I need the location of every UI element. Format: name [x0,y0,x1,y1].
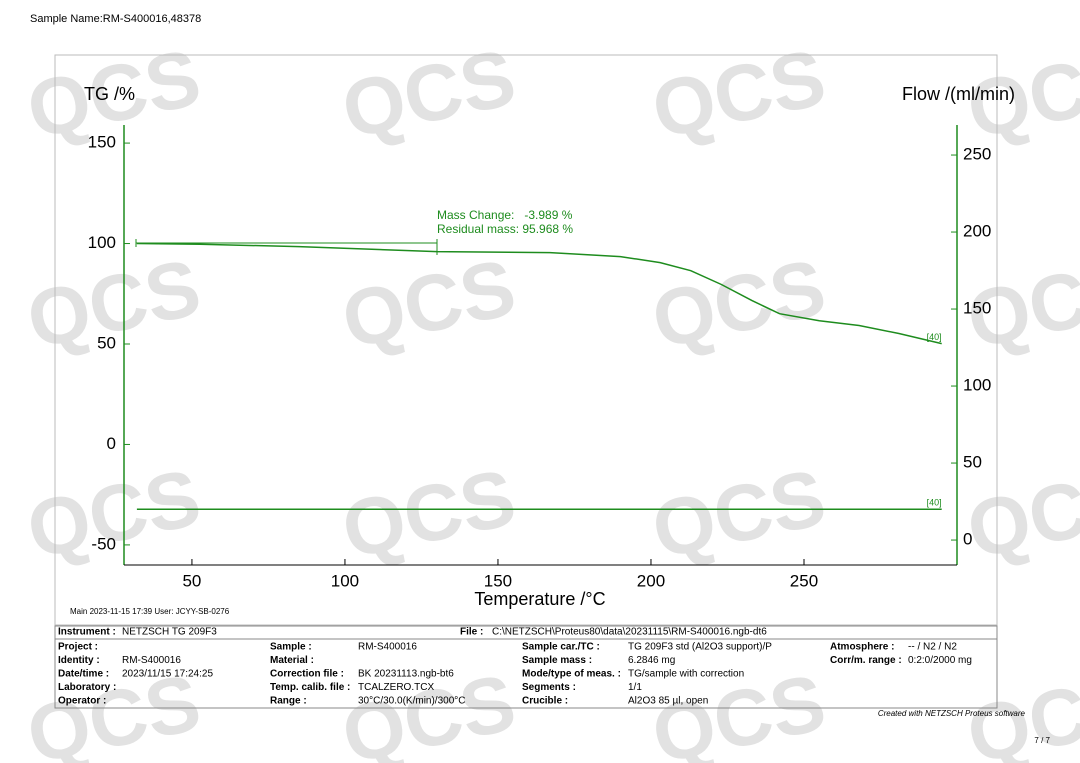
info-value: TCALZERO.TCX [358,682,434,693]
x-tick-label: 250 [790,571,818,590]
segment-label: [40] [927,332,942,342]
y-tick-label: 100 [88,233,116,252]
info-value: Al2O3 85 µl, open [628,696,708,707]
info-label: Atmosphere : [830,642,894,653]
info-value: 6.2846 mg [628,655,675,666]
footer-created: Created with NETZSCH Proteus software [878,709,1026,718]
chart-frame [54,54,998,626]
data-line [136,242,942,345]
y2-tick-label: 0 [963,530,972,549]
info-label: Instrument : [58,627,116,638]
info-label: Material : [270,655,314,666]
y2-axis-label: Flow /(ml/min) [902,84,1015,104]
info-value: RM-S400016 [122,655,181,666]
info-label: Date/time : [58,669,109,680]
watermark: QCS [335,32,523,155]
y2-tick-label: 250 [963,145,991,164]
info-label: Sample car./TC : [522,642,600,653]
y-tick-label: 50 [97,333,116,352]
watermark: QCS [645,32,833,155]
watermark: QCS [335,452,523,575]
info-value: -- / N2 / N2 [908,642,957,653]
info-label: Sample : [270,642,312,653]
x-tick-label: 200 [637,571,665,590]
info-label: Crucible : [522,696,568,707]
info-label: Laboratory : [58,682,116,693]
info-value: TG 209F3 std (Al2O3 support)/P [628,642,772,653]
info-value: 2023/11/15 17:24:25 [122,669,213,680]
x-tick-label: 50 [182,571,201,590]
info-value: RM-S400016 [358,642,417,653]
info-label: Segments : [522,682,576,693]
info-value: TG/sample with correction [628,669,744,680]
footer-main: Main 2023-11-15 17:39 User: JCYY-SB-0276 [70,607,230,616]
info-label: Correction file : [270,669,344,680]
y2-tick-label: 100 [963,376,991,395]
sample-name: Sample Name:RM-S400016,48378 [30,13,201,25]
annotation: Mass Change: -3.989 % [437,208,573,222]
x-tick-label: 150 [484,571,512,590]
info-value: C:\NETZSCH\Proteus80\data\20231115\RM-S4… [492,627,767,638]
annotation: Residual mass: 95.968 % [437,222,573,236]
info-value: 0:2:0/2000 mg [908,655,972,666]
segment-label: [40] [927,498,942,508]
info-label: Range : [270,696,307,707]
info-value: BK 20231113.ngb-bt6 [358,669,454,680]
watermark: QCS [645,452,833,575]
y-tick-label: 150 [88,133,116,152]
x-tick-label: 100 [331,571,359,590]
y2-tick-label: 150 [963,299,991,318]
info-label: Sample mass : [522,655,592,666]
info-label: Identity : [58,655,100,666]
watermark: QCS [20,452,208,575]
info-label: Operator : [58,696,106,707]
watermark: QCS [335,242,523,365]
info-label: Project : [58,642,98,653]
info-value: 1/1 [628,682,642,693]
info-value: NETZSCH TG 209F3 [122,627,217,638]
info-label: File : [460,627,483,638]
info-value: 30°C/30.0(K/min)/300°C [358,696,466,707]
y-axis-label: TG /% [84,84,135,104]
watermark: QCS [645,242,833,365]
info-frame [54,625,998,709]
page-number: 7 / 7 [1034,736,1050,745]
y-tick-label: 0 [107,434,116,453]
y2-tick-label: 200 [963,222,991,241]
x-axis-label: Temperature /°C [474,589,605,609]
info-label: Mode/type of meas. : [522,669,621,680]
y-tick-label: -50 [91,534,116,553]
info-label: Temp. calib. file : [270,682,350,693]
info-label: Corr/m. range : [830,655,902,666]
y2-tick-label: 50 [963,453,982,472]
